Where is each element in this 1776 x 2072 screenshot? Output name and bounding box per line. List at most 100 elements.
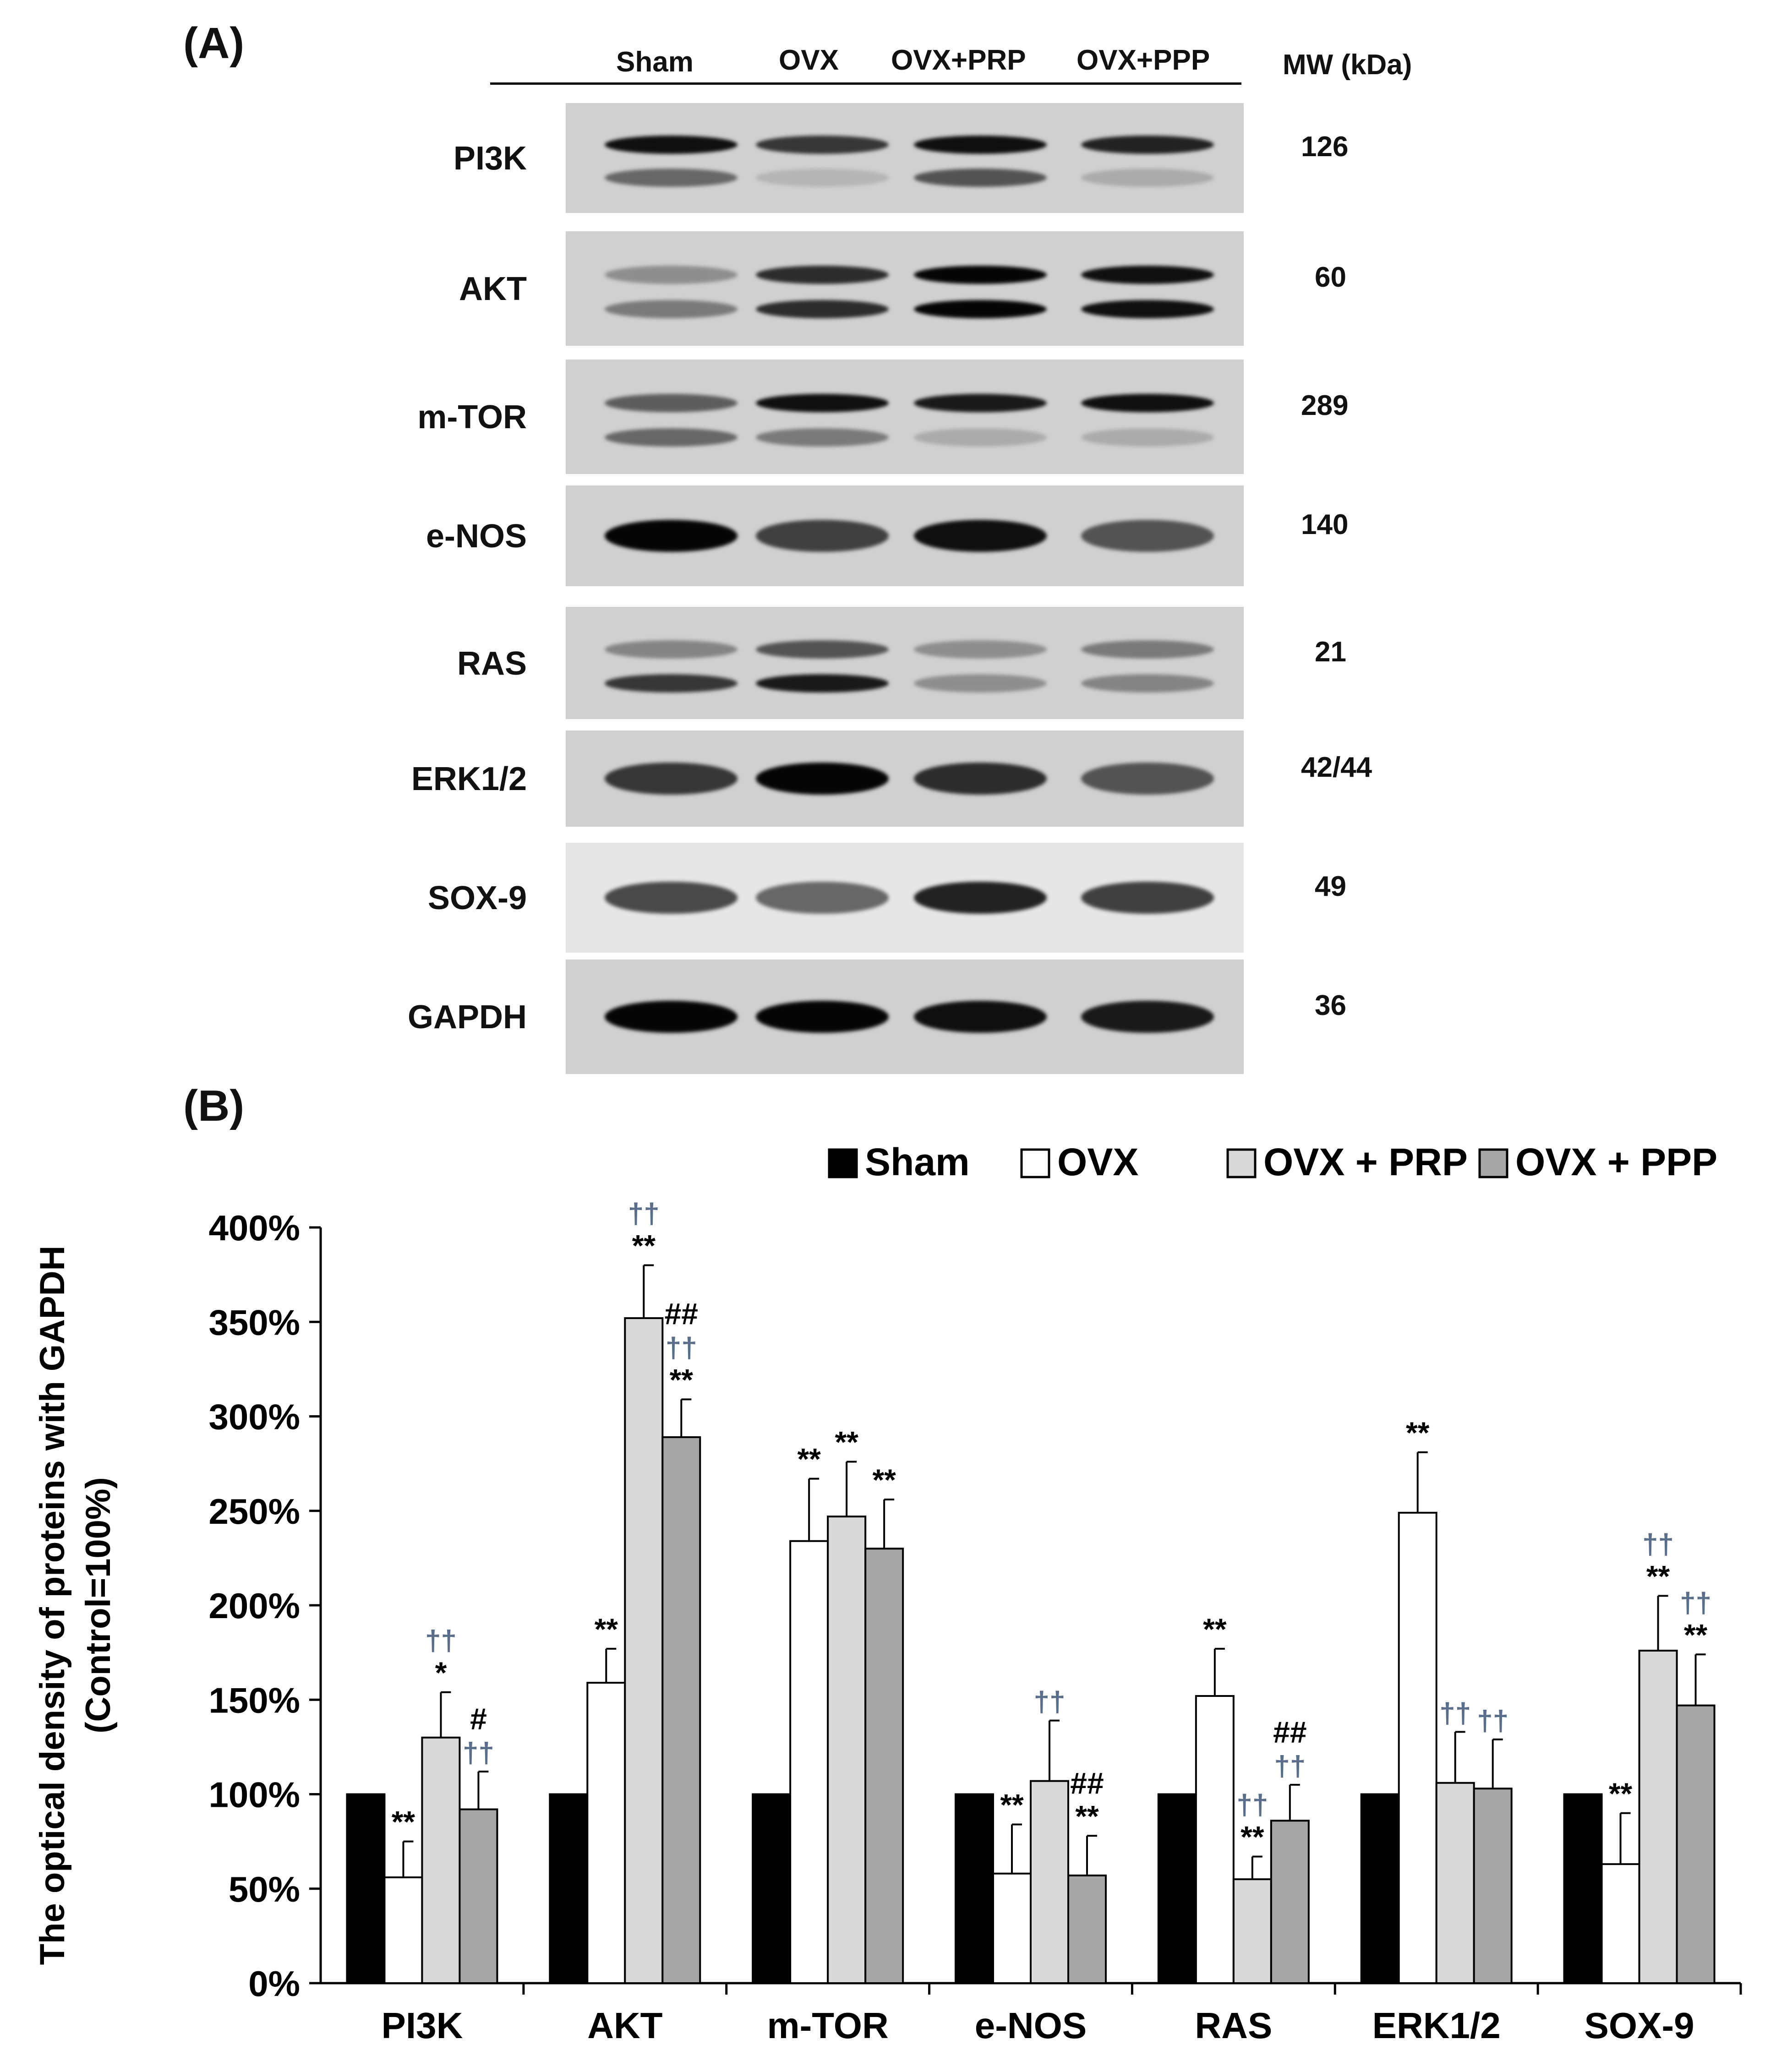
blot-band bbox=[605, 520, 738, 552]
protein-label: AKT bbox=[459, 271, 527, 307]
blot-band bbox=[756, 520, 889, 552]
mw-label: 49 bbox=[1315, 871, 1346, 902]
blot-band bbox=[914, 394, 1047, 412]
bar-sham bbox=[955, 1793, 994, 1984]
blot-band bbox=[914, 1001, 1047, 1033]
y-axis-title-sub: (Control=100%) bbox=[79, 1477, 118, 1734]
blot-band bbox=[756, 674, 889, 692]
bar-ovx-prp bbox=[1030, 1780, 1069, 1984]
protein-label: GAPDH bbox=[407, 999, 527, 1036]
legend-swatch bbox=[1226, 1148, 1257, 1178]
mw-label: 60 bbox=[1315, 262, 1346, 293]
significance-annotation: ## bbox=[1070, 1766, 1104, 1800]
blot-strip-m-tor bbox=[566, 360, 1244, 474]
blot-band bbox=[914, 169, 1047, 187]
legend-label: Sham bbox=[865, 1140, 970, 1183]
blot-band bbox=[1081, 394, 1214, 412]
significance-annotation: ** bbox=[1684, 1618, 1708, 1652]
mw-label: 140 bbox=[1301, 509, 1349, 540]
y-tick-label: 200% bbox=[209, 1586, 301, 1626]
bar-ovx-ppp bbox=[661, 1436, 701, 1984]
significance-annotation: ## bbox=[1273, 1715, 1306, 1749]
blot-band bbox=[1081, 640, 1214, 659]
blot-band bbox=[914, 763, 1047, 795]
bar-ovx-ppp bbox=[864, 1548, 904, 1984]
blot-band bbox=[1081, 763, 1214, 795]
bar-sham bbox=[1157, 1793, 1197, 1984]
bar-ovx-prp bbox=[1435, 1782, 1475, 1984]
blot-band bbox=[756, 266, 889, 284]
y-tick-label: 50% bbox=[229, 1869, 300, 1909]
blot-band bbox=[914, 428, 1047, 447]
legend-swatch bbox=[1020, 1148, 1050, 1178]
lane-label-sham: Sham bbox=[616, 46, 694, 78]
significance-annotation: ** bbox=[1609, 1777, 1633, 1810]
panel-b-label: (B) bbox=[183, 1081, 245, 1130]
blot-strip-gapdh bbox=[566, 960, 1244, 1074]
bar-ovx-prp bbox=[624, 1317, 664, 1984]
blot-band bbox=[1081, 1001, 1214, 1033]
bar-ovx-ppp bbox=[459, 1808, 498, 1984]
blot-strip-erk1-2 bbox=[566, 731, 1244, 827]
significance-annotation: ** bbox=[835, 1425, 858, 1459]
panel-a-label: (A) bbox=[183, 19, 245, 68]
blot-band bbox=[1081, 266, 1214, 284]
blot-band bbox=[756, 882, 889, 914]
significance-annotation: ** bbox=[1646, 1559, 1670, 1593]
bar-ovx-prp bbox=[1638, 1650, 1678, 1984]
y-tick-label: 100% bbox=[209, 1775, 301, 1815]
significance-annotation: ** bbox=[1075, 1799, 1099, 1833]
legend-swatch bbox=[1478, 1148, 1508, 1178]
legend-swatch bbox=[828, 1148, 858, 1178]
significance-annotation: †† bbox=[425, 1625, 457, 1657]
blot-band bbox=[756, 169, 889, 187]
blot-band bbox=[605, 300, 738, 318]
bar-ovx-ppp bbox=[1067, 1874, 1107, 1984]
blot-band bbox=[756, 1001, 889, 1033]
blot-strip-sox-9 bbox=[566, 843, 1244, 953]
blot-band bbox=[605, 763, 738, 795]
significance-annotation: †† bbox=[463, 1737, 494, 1769]
bar-ovx bbox=[1601, 1863, 1640, 1984]
y-axis-title: The optical density of proteins with GAP… bbox=[33, 1246, 72, 1965]
lane-label-ovx-prp: OVX+PRP bbox=[891, 44, 1026, 76]
significance-annotation: ** bbox=[670, 1363, 694, 1396]
blot-band bbox=[1081, 674, 1214, 692]
significance-annotation: †† bbox=[666, 1332, 697, 1363]
blot-band bbox=[1081, 169, 1214, 187]
significance-annotation: * bbox=[435, 1656, 447, 1690]
bar-ovx bbox=[1398, 1511, 1437, 1984]
bar-ovx-prp bbox=[421, 1736, 461, 1984]
significance-annotation: ** bbox=[872, 1463, 896, 1497]
significance-annotation: ** bbox=[797, 1442, 821, 1476]
blot-strip-pi3k bbox=[566, 103, 1244, 213]
blot-band bbox=[914, 640, 1047, 659]
bar-ovx bbox=[586, 1682, 626, 1984]
protein-label: ERK1/2 bbox=[411, 761, 527, 797]
blot-band bbox=[605, 640, 738, 659]
blot-band bbox=[914, 266, 1047, 284]
significance-annotation: ** bbox=[1406, 1416, 1430, 1450]
bar-ovx bbox=[789, 1540, 829, 1984]
blot-band bbox=[914, 882, 1047, 914]
mw-label: 289 bbox=[1301, 390, 1349, 421]
mw-label: 42/44 bbox=[1301, 752, 1372, 783]
blot-band bbox=[605, 428, 738, 447]
bar-sham bbox=[549, 1793, 589, 1984]
blot-band bbox=[914, 136, 1047, 154]
bar-ovx-ppp bbox=[1270, 1820, 1310, 1984]
blot-band bbox=[1081, 300, 1214, 318]
significance-annotation: †† bbox=[1439, 1697, 1471, 1729]
y-tick-label: 350% bbox=[209, 1302, 301, 1342]
lane-header-line bbox=[490, 82, 1241, 85]
blot-band bbox=[756, 300, 889, 318]
mw-header: MW (kDa) bbox=[1283, 49, 1412, 81]
y-tick-label: 300% bbox=[209, 1397, 301, 1437]
bar-chart: 0% 50% 100% 150% 200% 250% 300% 350% 400% The opt… bbox=[33, 1140, 1742, 2046]
legend-label: OVX + PPP bbox=[1515, 1140, 1717, 1183]
x-tick-label: PI3K bbox=[381, 2005, 463, 2046]
blot-band bbox=[914, 300, 1047, 318]
bar-sham bbox=[752, 1793, 792, 1984]
blot-band bbox=[756, 640, 889, 659]
blot-band bbox=[1081, 882, 1214, 914]
